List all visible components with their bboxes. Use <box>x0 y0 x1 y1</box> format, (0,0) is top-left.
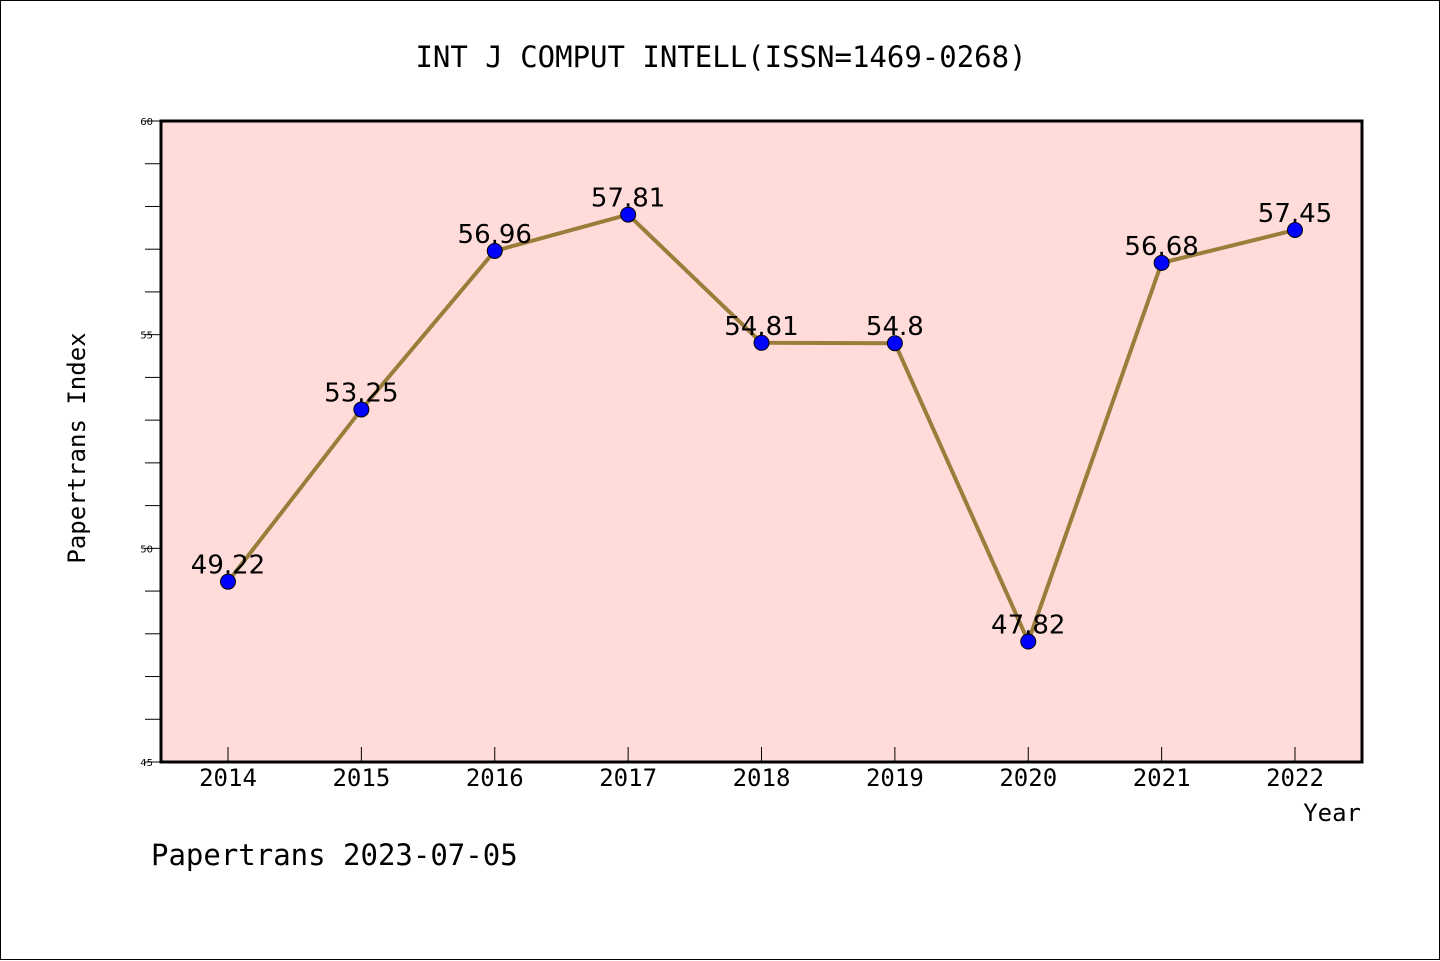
data-label: 49.22 <box>191 551 265 581</box>
series-markers <box>220 206 1303 650</box>
y-tick-label: 55 <box>140 331 153 342</box>
x-axis: 2014 2015 2016 2017 2018 2019 2020 2021 2022 <box>199 747 1324 792</box>
x-tick-label: 2016 <box>466 764 524 792</box>
data-label: 54.8 <box>866 312 924 342</box>
x-tick-label: 2017 <box>599 764 657 792</box>
data-point-marker <box>620 206 637 223</box>
x-tick-label: 2020 <box>999 764 1057 792</box>
data-point-marker <box>353 401 370 418</box>
y-tick-label: 45 <box>140 758 153 769</box>
x-tick-label: 2021 <box>1133 764 1191 792</box>
footer-source-date: Papertrans 2023-07-05 <box>151 838 518 872</box>
data-label: 56.68 <box>1124 232 1198 262</box>
y-axis-label: Papertrans Index <box>63 332 91 563</box>
data-point-marker <box>1020 633 1037 650</box>
data-label: 57.81 <box>591 184 665 214</box>
x-tick-label: 2022 <box>1266 764 1324 792</box>
y-axis: 45 50 55 60 <box>140 117 161 769</box>
x-tick-label: 2015 <box>332 764 390 792</box>
x-axis-label: Year <box>1303 799 1361 827</box>
data-label: 47.82 <box>991 610 1065 640</box>
x-tick-label: 2019 <box>866 764 924 792</box>
y-tick-label: 50 <box>140 544 153 555</box>
x-tick-label: 2014 <box>199 764 257 792</box>
y-tick-label: 60 <box>140 117 153 128</box>
plot-area <box>161 121 1362 762</box>
data-point-marker <box>753 334 770 351</box>
data-label: 57.45 <box>1258 199 1332 229</box>
data-point-marker <box>220 573 236 590</box>
plot-frame <box>159 119 1364 764</box>
data-label: 53.25 <box>324 378 398 408</box>
data-point-marker <box>1153 254 1170 271</box>
chart-title: INT J COMPUT INTELL(ISSN=1469-0268) <box>415 40 1026 74</box>
data-point-marker <box>886 335 903 352</box>
data-label: 56.96 <box>458 220 532 250</box>
x-tick-label: 2018 <box>733 764 791 792</box>
data-labels: 49.22 53.25 56.96 57.81 54.81 54.8 47.82 56.68 5… <box>191 184 1332 641</box>
data-label: 54.81 <box>724 312 798 342</box>
data-point-marker <box>486 242 503 259</box>
data-point-marker <box>1287 221 1303 238</box>
